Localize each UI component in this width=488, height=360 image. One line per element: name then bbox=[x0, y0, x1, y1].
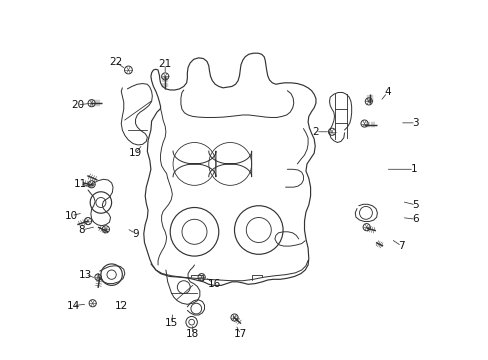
Text: 22: 22 bbox=[109, 57, 122, 67]
Text: 17: 17 bbox=[234, 329, 247, 339]
Text: 16: 16 bbox=[207, 279, 220, 289]
Text: 14: 14 bbox=[66, 301, 80, 311]
Text: 13: 13 bbox=[79, 270, 92, 280]
Text: 6: 6 bbox=[412, 214, 418, 224]
Text: 12: 12 bbox=[114, 301, 128, 311]
Text: 18: 18 bbox=[186, 329, 199, 339]
Text: 4: 4 bbox=[383, 87, 390, 98]
Text: 21: 21 bbox=[158, 59, 171, 69]
Text: 1: 1 bbox=[410, 164, 417, 174]
Text: 2: 2 bbox=[312, 127, 319, 137]
Text: 8: 8 bbox=[79, 225, 85, 235]
Text: 10: 10 bbox=[64, 211, 78, 221]
Text: 3: 3 bbox=[412, 118, 418, 128]
Text: 7: 7 bbox=[398, 241, 404, 251]
Text: 11: 11 bbox=[73, 179, 87, 189]
Text: 9: 9 bbox=[132, 229, 139, 239]
Text: 20: 20 bbox=[71, 100, 84, 110]
Text: 5: 5 bbox=[412, 200, 418, 210]
Text: 19: 19 bbox=[129, 148, 142, 158]
Text: 15: 15 bbox=[164, 318, 178, 328]
